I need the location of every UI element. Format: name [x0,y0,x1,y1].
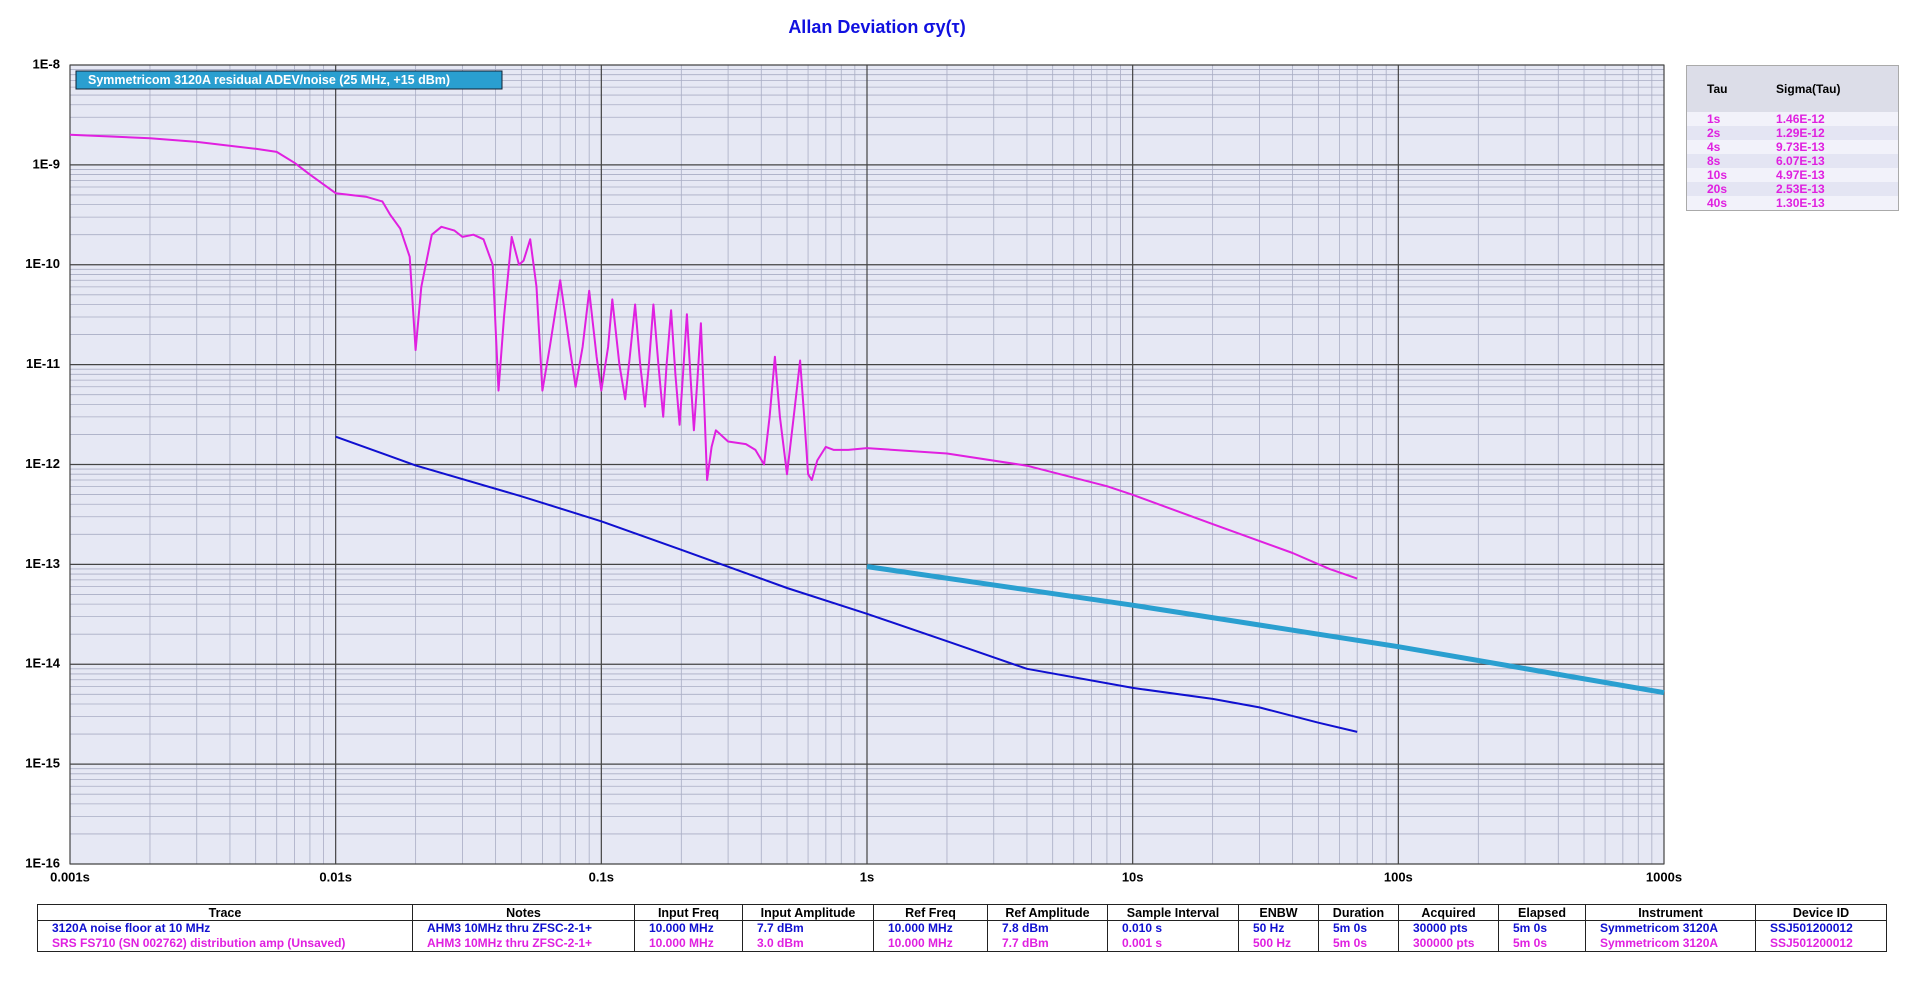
cell: 500 Hz [1238,936,1319,952]
column-header: Device ID [1755,904,1887,921]
cell: 1s [1686,112,1757,126]
tau-row: 1s 1.46E-12 [1686,112,1899,126]
cell: Symmetricom 3120A [1585,920,1756,936]
tau-row: 40s 1.30E-13 [1686,196,1899,211]
trace-row: SRS FS710 (SN 002762) distribution amp (… [37,936,1887,952]
column-header: Acquired [1398,904,1499,921]
column-header: Sigma(Tau) [1776,82,1841,96]
cell: SRS FS710 (SN 002762) distribution amp (… [37,936,413,952]
series-line [335,435,1358,733]
x-tick-label: 1000s [1646,869,1682,884]
cell: 0.001 s [1107,936,1239,952]
legend-label: Symmetricom 3120A residual ADEV/noise (2… [88,73,450,87]
tau-row: 10s 4.97E-13 [1686,168,1899,182]
column-header: Duration [1318,904,1399,921]
trace-header: Trace Notes Input Freq Input Amplitude Ref F… [37,904,1887,921]
cell: 20s [1686,182,1757,196]
cell: 0.010 s [1107,920,1239,936]
cell: 4s [1686,140,1757,154]
column-header: Ref Freq [873,904,988,921]
cell: 10.000 MHz [873,920,988,936]
cell: 5m 0s [1318,936,1399,952]
cell: 10.000 MHz [634,920,743,936]
series-line [866,564,1665,696]
cell: AHM3 10MHz thru ZFSC-2-1+ [412,920,635,936]
column-header: Instrument [1585,904,1756,921]
y-tick-label: 1E-12 [25,456,60,471]
tau-table: Tau Sigma(Tau) 1s 1.46E-12 2s 1.29E-12 4s 9.73E… [1686,65,1899,211]
column-header: Trace [37,904,413,921]
cell: 10.000 MHz [873,936,988,952]
cell: 2.53E-13 [1756,182,1899,196]
column-header: Notes [412,904,635,921]
cell: 300000 pts [1398,936,1499,952]
cell: 4.97E-13 [1756,168,1899,182]
cell: 1.29E-12 [1756,126,1899,140]
tau-row: 2s 1.29E-12 [1686,126,1899,140]
y-tick-label: 1E-9 [33,156,60,171]
tau-row: 4s 9.73E-13 [1686,140,1899,154]
cell: 8s [1686,154,1757,168]
cell: 5m 0s [1318,920,1399,936]
chart-title: Allan Deviation σy(τ) [788,17,965,37]
y-tick-label: 1E-13 [25,556,60,571]
cell: AHM3 10MHz thru ZFSC-2-1+ [412,936,635,952]
x-tick-label: 100s [1384,869,1413,884]
cell: 6.07E-13 [1756,154,1899,168]
y-tick-label: 1E-14 [25,656,60,671]
tau-row: 8s 6.07E-13 [1686,154,1899,168]
chart: Allan Deviation σy(τ) 0.001s 0.01s 0.1s 1s 1… [25,17,1682,885]
cell: 9.73E-13 [1756,140,1899,154]
cell: 7.7 dBm [987,936,1108,952]
cell: 30000 pts [1398,920,1499,936]
cell: 40s [1686,196,1757,211]
cell: 1.30E-13 [1756,196,1899,211]
y-tick-label: 1E-16 [25,855,60,870]
cell: 7.8 dBm [987,920,1108,936]
x-tick-label: 0.001s [50,869,90,884]
cell: 10s [1686,168,1757,182]
cell: 3.0 dBm [742,936,874,952]
x-tick-label: 0.1s [589,869,614,884]
cell: 7.7 dBm [742,920,874,936]
tau-header: Tau Sigma(Tau) [1687,66,1899,113]
series-line [69,133,1358,580]
x-tick-label: 0.01s [319,869,352,884]
cell: 5m 0s [1498,920,1586,936]
cell: 1.46E-12 [1756,112,1899,126]
legend-box [75,70,503,90]
y-tick-label: 1E-15 [25,756,60,771]
tau-row: 20s 2.53E-13 [1686,182,1899,196]
column-header: Sample Interval [1107,904,1239,921]
column-header: Ref Amplitude [987,904,1108,921]
y-tick-label: 1E-10 [25,256,60,271]
column-header: ENBW [1238,904,1319,921]
cell: 5m 0s [1498,936,1586,952]
cell: 50 Hz [1238,920,1319,936]
cell: 2s [1686,126,1757,140]
y-tick-label: 1E-11 [26,356,60,371]
cell: Symmetricom 3120A [1585,936,1756,952]
column-header: Input Freq [634,904,743,921]
x-tick-label: 10s [1122,869,1144,884]
column-header: Tau [1707,82,1728,96]
trace-row: 3120A noise floor at 10 MHz AHM3 10MHz th… [37,920,1887,936]
y-tick-label: 1E-8 [33,56,60,71]
cell: SSJ501200012 [1755,936,1887,952]
column-header: Elapsed [1498,904,1586,921]
trace-table: Trace Notes Input Freq Input Amplitude Ref F… [37,904,1887,952]
column-header: Input Amplitude [742,904,874,921]
cell: 3120A noise floor at 10 MHz [37,920,413,936]
cell: SSJ501200012 [1755,920,1887,936]
x-tick-label: 1s [860,869,874,884]
cell: 10.000 MHz [634,936,743,952]
